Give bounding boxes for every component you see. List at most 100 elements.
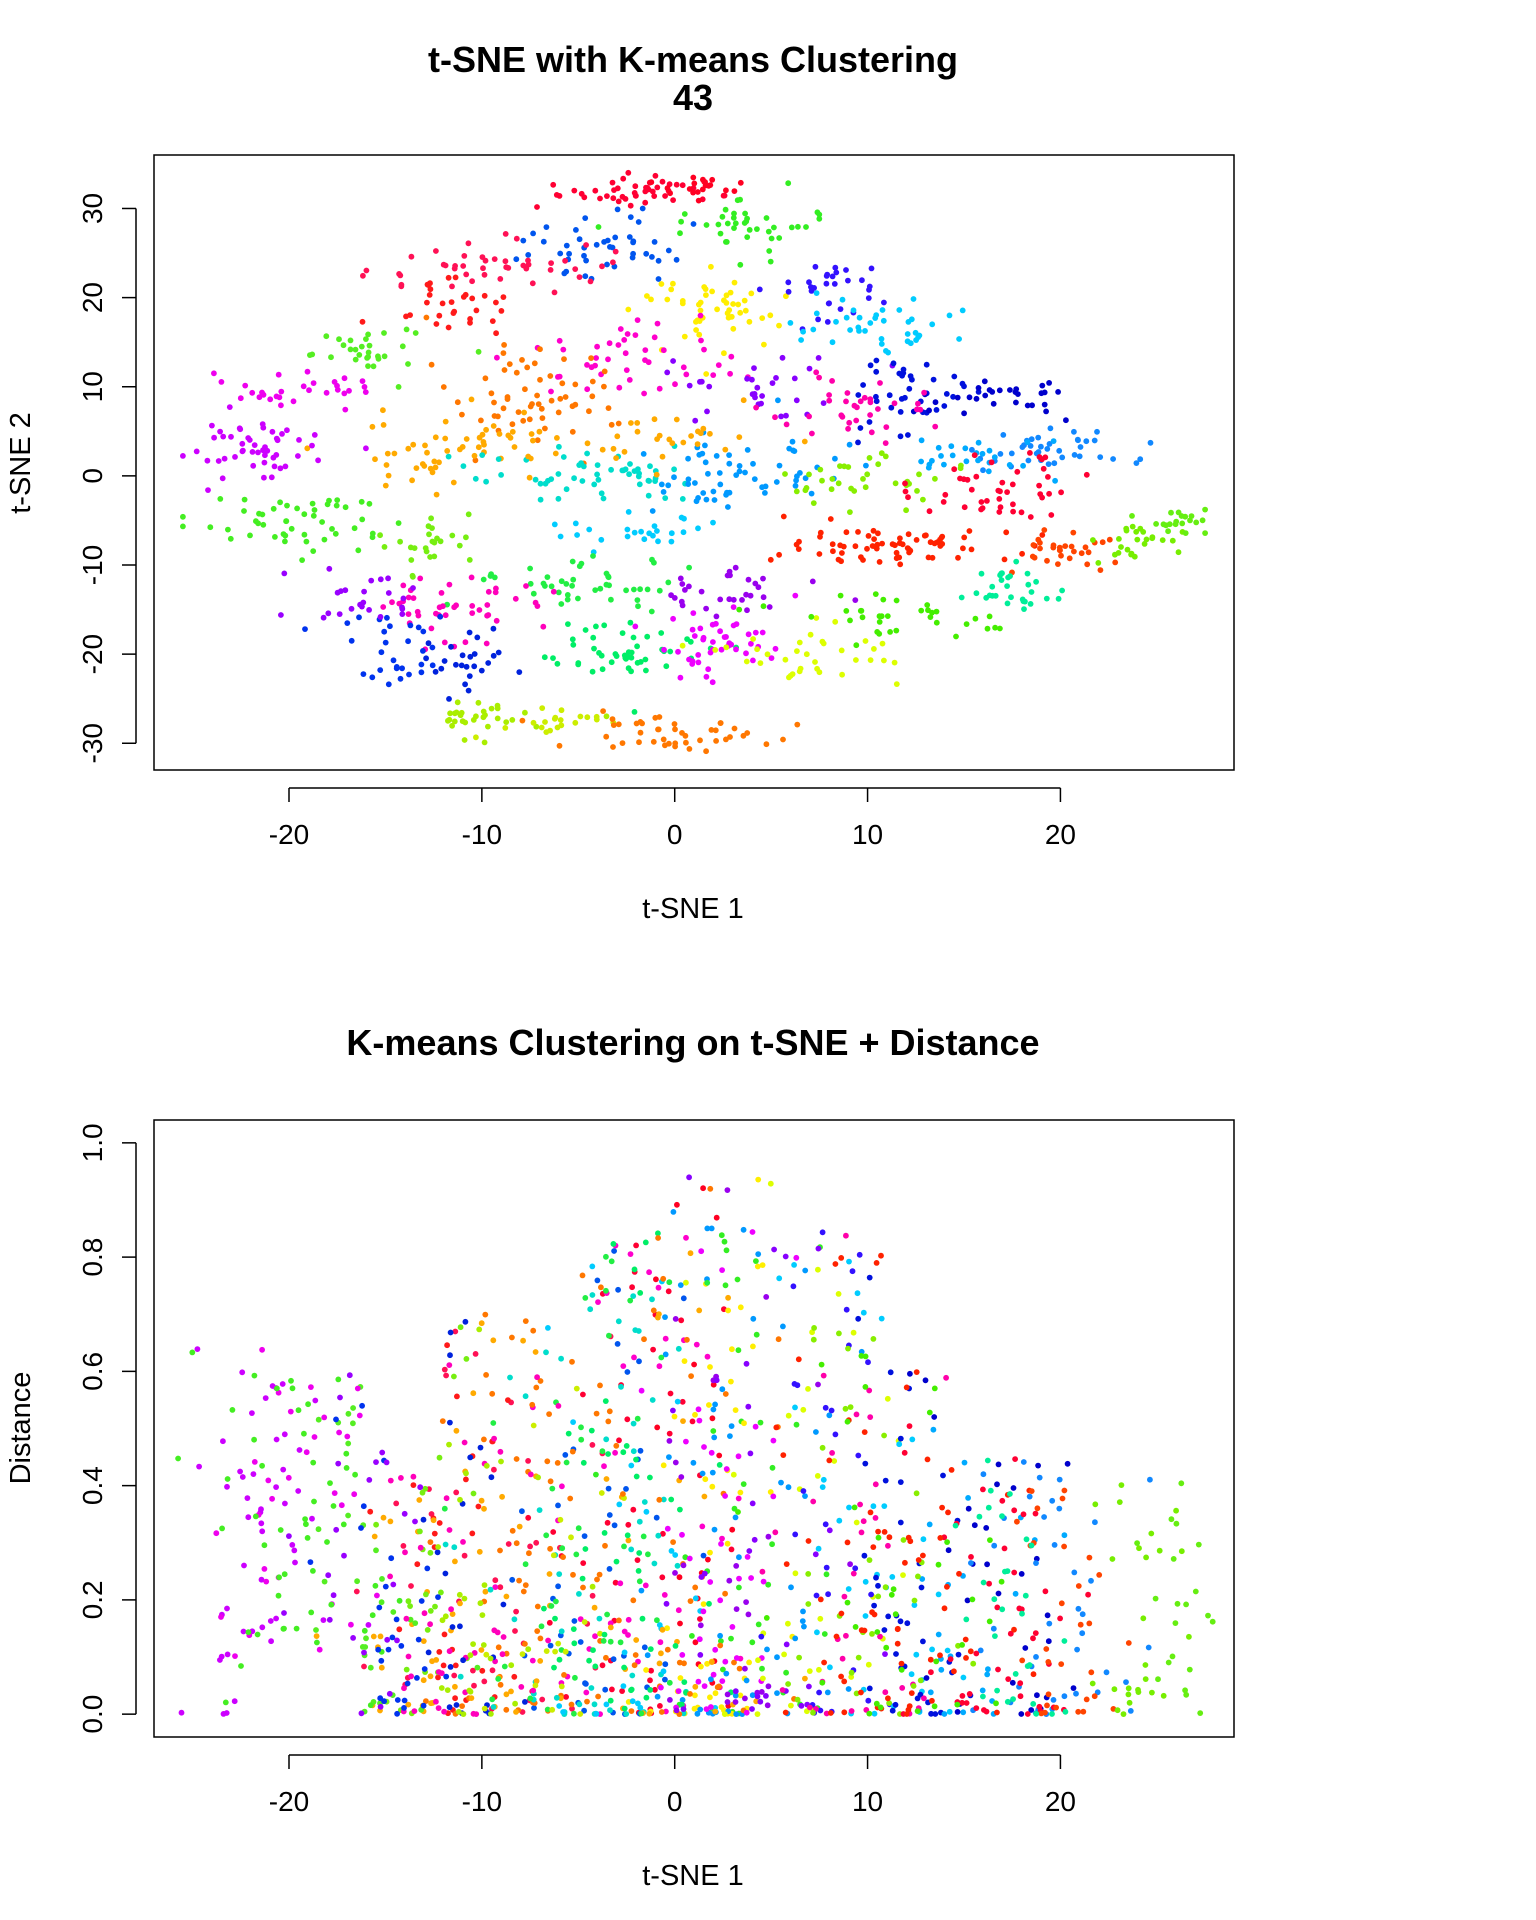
data-point (420, 1516, 427, 1523)
data-point (425, 640, 432, 647)
data-point (667, 1697, 673, 1703)
data-point (795, 1356, 802, 1363)
data-point (1018, 1606, 1025, 1613)
data-point (581, 1619, 588, 1625)
data-point (320, 1617, 327, 1623)
data-point (629, 1698, 636, 1705)
data-point (482, 1311, 489, 1318)
data-point (340, 1521, 347, 1528)
data-point (670, 280, 676, 287)
data-point (607, 1620, 614, 1627)
data-point (412, 1620, 419, 1626)
data-point (363, 267, 370, 274)
data-point (759, 393, 765, 399)
data-point (709, 288, 715, 295)
data-point (328, 1601, 335, 1608)
data-point (480, 708, 487, 715)
data-point (726, 1577, 733, 1584)
data-point (342, 504, 349, 511)
data-point (658, 1650, 664, 1657)
data-point (700, 425, 707, 432)
data-point (928, 1669, 934, 1676)
data-point (914, 488, 920, 494)
data-point (271, 463, 278, 470)
data-point (968, 1554, 974, 1560)
data-point (658, 481, 665, 488)
data-point (570, 641, 577, 648)
data-point (461, 1595, 468, 1602)
data-point (891, 400, 898, 407)
data-point (491, 1627, 498, 1634)
data-point (630, 239, 636, 246)
data-point (506, 361, 513, 367)
data-point (1034, 1505, 1041, 1512)
data-point (420, 1638, 427, 1644)
data-point (241, 496, 248, 503)
data-point (844, 1539, 851, 1546)
data-point (502, 258, 509, 265)
data-point (576, 236, 583, 243)
data-point (1123, 527, 1130, 534)
data-point (345, 1410, 352, 1417)
data-point (779, 1687, 786, 1693)
data-point (867, 412, 873, 418)
data-point (534, 1628, 541, 1634)
data-point (413, 465, 420, 471)
data-point (717, 596, 724, 603)
data-point (547, 1642, 554, 1649)
data-point (736, 1584, 742, 1591)
data-point (656, 385, 663, 392)
data-point (626, 234, 633, 240)
data-point (703, 292, 709, 298)
data-point (640, 451, 647, 457)
data-point (662, 1351, 669, 1358)
data-point (282, 538, 288, 545)
data-point (902, 480, 908, 487)
data-point (470, 1390, 477, 1397)
data-point (664, 1525, 671, 1532)
data-point (333, 1526, 340, 1533)
data-point (260, 521, 267, 528)
data-point (523, 583, 529, 589)
data-point (473, 734, 479, 741)
data-point (878, 450, 885, 457)
data-point (882, 1584, 889, 1591)
data-point (651, 416, 658, 423)
data-point (449, 722, 455, 729)
data-point (301, 1430, 307, 1437)
data-point (325, 1572, 332, 1579)
data-point (915, 400, 921, 407)
data-point (354, 1385, 361, 1392)
data-point (610, 195, 617, 202)
data-point (1055, 389, 1061, 395)
data-point (1092, 1501, 1099, 1508)
data-point (729, 1346, 735, 1353)
data-point (315, 1416, 322, 1423)
data-point (965, 1495, 971, 1501)
data-point (263, 1578, 270, 1585)
data-point (366, 1477, 373, 1483)
data-point (550, 655, 556, 661)
data-point (959, 1699, 965, 1706)
data-point (883, 424, 890, 430)
data-point (435, 1674, 441, 1681)
x-tick-label: 10 (852, 819, 883, 850)
data-point (380, 604, 387, 610)
data-point (782, 471, 788, 477)
data-point (679, 496, 686, 502)
data-point (680, 364, 687, 371)
data-point (917, 1691, 924, 1698)
data-point (604, 193, 610, 200)
data-point (690, 174, 697, 181)
data-point (301, 531, 308, 538)
data-point (732, 220, 739, 227)
data-point (832, 455, 838, 462)
data-point (513, 1709, 519, 1715)
data-point (555, 1583, 561, 1590)
data-point (630, 1597, 637, 1604)
data-point (410, 1473, 417, 1480)
data-point (355, 547, 362, 554)
data-point (638, 1587, 645, 1594)
data-point (537, 346, 543, 353)
data-point (816, 211, 823, 218)
